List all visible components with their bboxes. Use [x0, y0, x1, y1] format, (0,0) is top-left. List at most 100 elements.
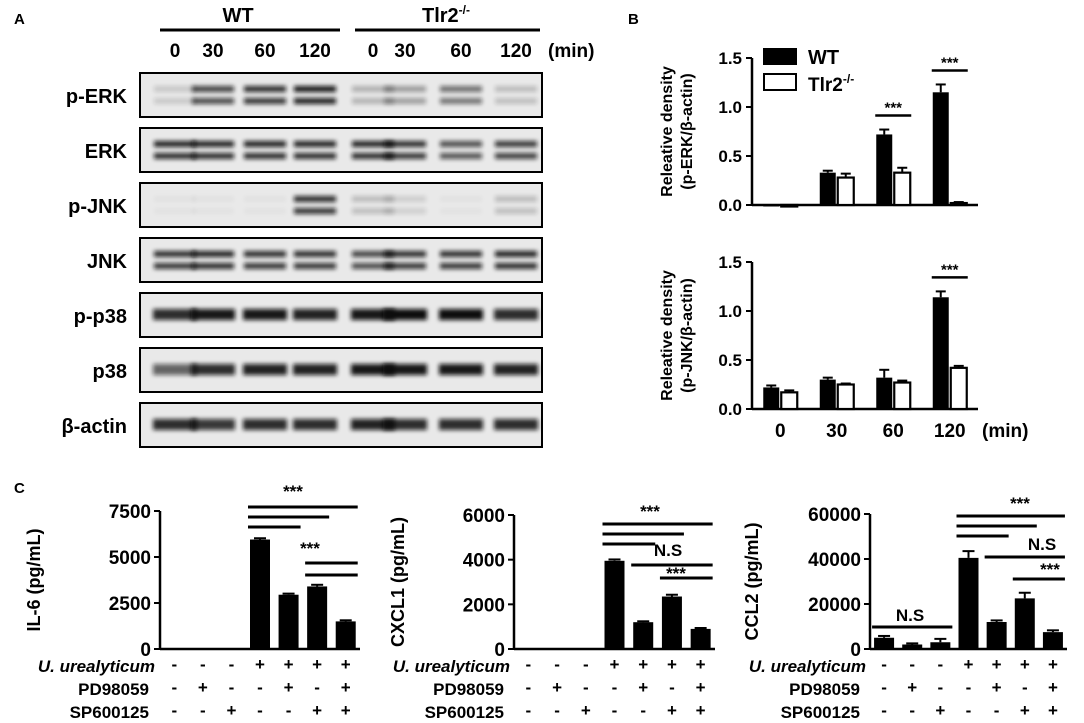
y-tick-label: 2000 — [463, 595, 505, 616]
y-tick-label: 0 — [850, 640, 861, 661]
lane-label: 120 — [500, 41, 532, 62]
legend: WT Tlr2-/- — [763, 47, 854, 96]
condition-mark: + — [226, 701, 236, 720]
sig-label: *** — [283, 482, 303, 501]
condition-mark: - — [909, 655, 915, 674]
blot-band — [153, 364, 197, 375]
blot-band — [494, 364, 538, 375]
condition-mark: - — [200, 655, 206, 674]
blot-band — [351, 364, 395, 375]
condition-mark: + — [1048, 678, 1058, 697]
blot-band — [244, 196, 286, 202]
condition-mark: - — [200, 701, 206, 720]
blot-band — [352, 86, 394, 92]
bar — [836, 383, 855, 411]
bar — [780, 203, 799, 208]
blot-band — [294, 98, 336, 104]
chart-ccl2: 0 20000 40000 60000 CCL2 (pg/mL) N.S *** N.S ***… — [742, 494, 1067, 722]
condition-mark: - — [881, 701, 887, 720]
blot-band — [495, 153, 537, 159]
bar — [1042, 632, 1063, 649]
y-tick-label: 0.0 — [718, 400, 742, 419]
bar — [949, 201, 968, 207]
blot-band — [384, 98, 426, 104]
sig-label: N.S — [654, 541, 682, 560]
blot-band — [192, 196, 234, 202]
condition-mark: - — [583, 678, 589, 697]
blot-row: β-actin — [61, 402, 543, 448]
condition-label-pd98059: PD98059 — [433, 680, 504, 699]
condition-label-pd98059: PD98059 — [78, 680, 149, 699]
blot-frame — [139, 127, 543, 173]
y-tick-label: 0 — [494, 640, 505, 661]
blot-band — [384, 86, 426, 92]
bar — [932, 297, 949, 409]
condition-mark: - — [526, 678, 532, 697]
blot-band — [439, 309, 483, 320]
blot-band — [352, 263, 394, 269]
blot-band — [191, 419, 235, 430]
group-label-wt: WT — [222, 5, 253, 27]
y-tick-label: 7500 — [109, 502, 151, 523]
condition-mark: + — [341, 655, 351, 674]
blot-band — [352, 208, 394, 214]
blot-row: p-ERK — [66, 72, 543, 118]
blot-band — [244, 86, 286, 92]
sig-label: *** — [300, 539, 320, 558]
condition-label-sp600125: SP600125 — [781, 703, 860, 722]
lane-label: 60 — [254, 41, 275, 62]
blot-row: p-JNK — [68, 182, 543, 228]
bar — [986, 622, 1007, 649]
blot-band — [294, 251, 336, 257]
blot-band — [244, 263, 286, 269]
blot-frame — [139, 182, 543, 228]
condition-mark: - — [938, 655, 944, 674]
condition-mark: - — [286, 701, 292, 720]
blot-band — [384, 153, 426, 159]
legend-swatch-wt — [763, 48, 797, 65]
bar — [836, 176, 855, 207]
bar — [604, 560, 625, 649]
condition-mark: - — [257, 701, 263, 720]
y-axis-label: Releative density (p-ERK/β-actin) — [659, 66, 696, 197]
blot-band — [293, 309, 337, 320]
blot-band — [439, 419, 483, 430]
condition-mark: + — [255, 655, 265, 674]
y-tick-label: 1.0 — [718, 302, 742, 321]
legend-label-tlr2: Tlr2-/- — [808, 72, 854, 96]
bar — [819, 379, 836, 409]
y-tick-label: 6000 — [463, 506, 505, 527]
blot-band — [244, 98, 286, 104]
x-tick-label: 0 — [775, 421, 786, 442]
sig-label: *** — [941, 54, 959, 71]
condition-mark: - — [257, 678, 263, 697]
blot-time-unit: (min) — [548, 41, 594, 62]
condition-mark: + — [992, 678, 1002, 697]
blot-band — [495, 251, 537, 257]
blot-band — [192, 263, 234, 269]
legend-swatch-tlr2 — [763, 73, 797, 91]
condition-mark: + — [1020, 701, 1030, 720]
y-axis-label: CCL2 (pg/mL) — [742, 523, 762, 641]
condition-mark: - — [526, 655, 532, 674]
blot-band — [440, 208, 482, 214]
condition-mark: - — [229, 655, 235, 674]
bar — [932, 92, 949, 205]
blot-band — [244, 208, 286, 214]
lane-labels: 0 30 60 120 0 30 60 120 — [170, 41, 532, 62]
blot-band — [192, 208, 234, 214]
condition-mark: + — [312, 655, 322, 674]
blot-band — [243, 309, 287, 320]
condition-mark: + — [1048, 701, 1058, 720]
condition-mark: - — [171, 678, 177, 697]
blot-band — [192, 153, 234, 159]
blot-row: ERK — [85, 127, 543, 173]
condition-mark: - — [229, 678, 235, 697]
lane-label: 30 — [394, 41, 415, 62]
condition-label-u-urealyticum: U. urealyticum — [749, 657, 866, 676]
bar — [250, 539, 270, 649]
blot-band — [352, 196, 394, 202]
blot-band — [191, 364, 235, 375]
blot-band — [192, 86, 234, 92]
